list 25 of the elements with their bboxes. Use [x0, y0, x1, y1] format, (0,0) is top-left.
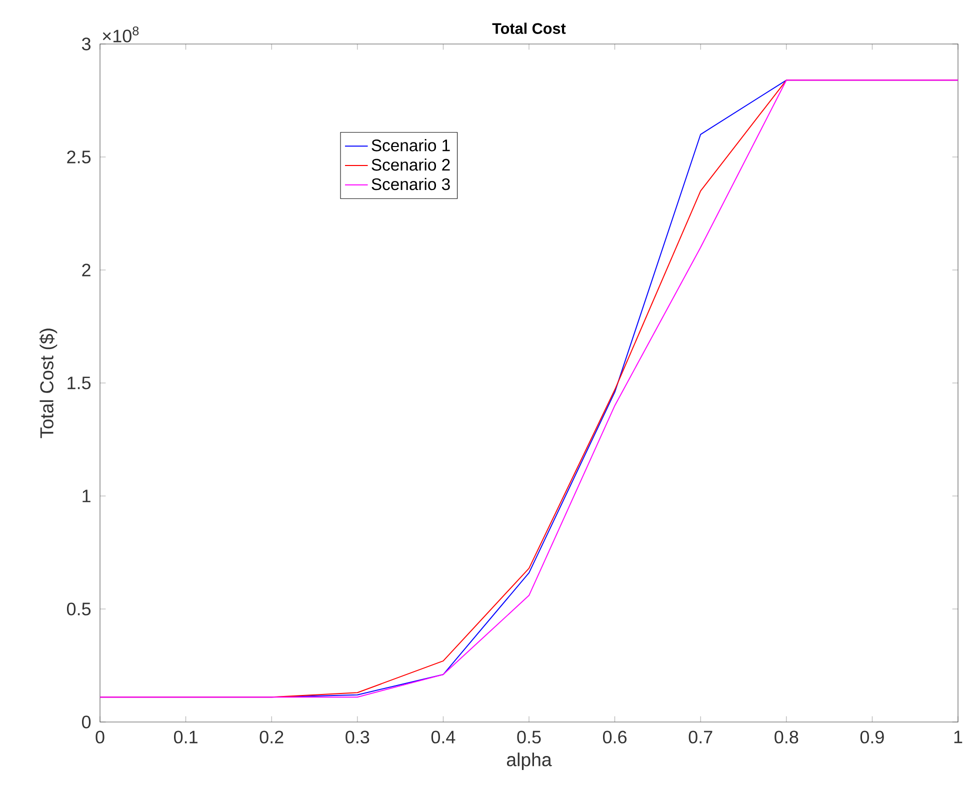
legend-label: Scenario 2 — [372, 158, 450, 171]
y-tick-label: 0.5 — [66, 602, 91, 616]
x-tick-label: 0.9 — [860, 730, 884, 744]
chart-title: Total Cost — [492, 22, 566, 34]
y-tick-label: 2.5 — [67, 150, 91, 164]
x-tick-label: 0.4 — [431, 730, 456, 744]
x-tick-label: 0.7 — [688, 730, 712, 744]
x-tick-label: 0.6 — [603, 730, 627, 744]
y-tick-label: 0 — [82, 716, 91, 728]
x-tick-label: 1 — [954, 730, 962, 744]
y-tick-label: 2 — [82, 264, 90, 276]
y-axis-title: Total Cost ($) — [39, 328, 58, 438]
legend-label: Scenario 3 — [372, 178, 450, 190]
y-tick-label: 1 — [82, 490, 90, 502]
y-tick-label: 1.5 — [68, 376, 91, 390]
x-axis-title: alpha — [506, 752, 552, 770]
x-tick-label: 0.8 — [774, 730, 798, 744]
x-tick-label: 0.2 — [260, 730, 284, 744]
y-tick-label: 3 — [82, 38, 91, 50]
x-tick-label: 0.3 — [346, 730, 370, 744]
legend-label: Scenario 1 — [372, 139, 450, 152]
x-tick-label: 0 — [96, 730, 104, 744]
text: ×10$^{8}$ — [102, 26, 139, 42]
x-tick-label: 0.1 — [174, 730, 198, 744]
x-tick-label: 0.5 — [517, 730, 541, 744]
